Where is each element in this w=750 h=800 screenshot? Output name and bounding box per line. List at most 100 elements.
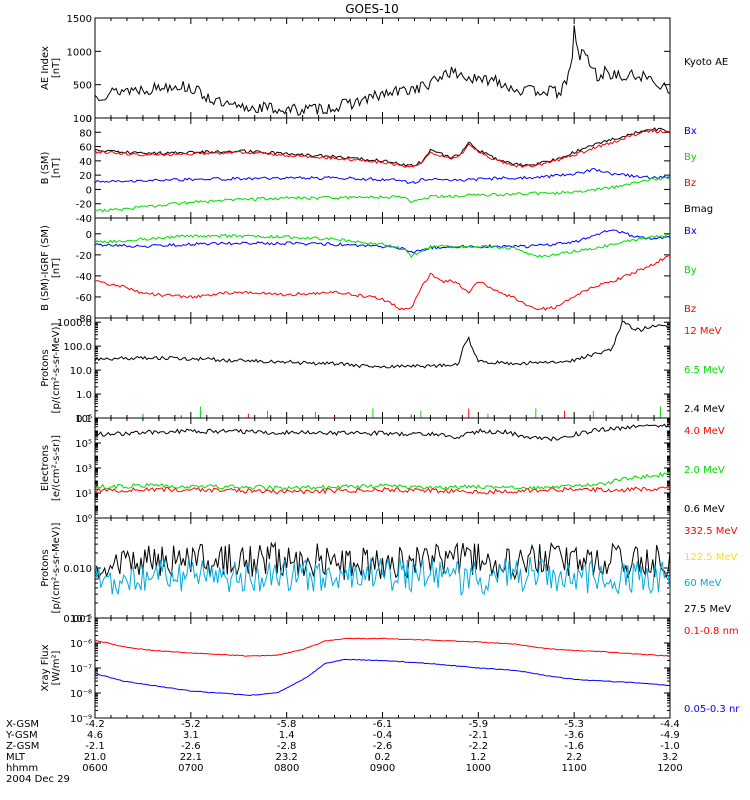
panel-frame	[94, 617, 671, 719]
table-cell: -2.2	[469, 741, 489, 752]
legend-entry: 12 MeV	[684, 326, 722, 337]
y-axis-label-line: B (SM)	[40, 151, 51, 184]
table-cell: 21.0	[84, 752, 106, 763]
y-tick-label: 10⁻⁵	[70, 614, 92, 625]
y-tick-label: 10.0	[70, 366, 92, 377]
y-tick-label: -80	[76, 314, 92, 325]
y-tick-label: -40	[76, 214, 92, 225]
panel-frame	[94, 17, 671, 119]
table-cell: 0700	[178, 763, 203, 774]
y-tick-label: 1000	[67, 47, 92, 58]
table-cell: -5.8	[277, 719, 297, 730]
y-tick-label: 0.001	[63, 614, 92, 625]
table-cell: -5.9	[469, 719, 489, 730]
panel-0: 0 500 1000 1500 AE Index[nT] Kyoto AE	[40, 14, 728, 125]
y-axis-label-line: AE Index	[40, 46, 51, 90]
series-line-bz	[95, 253, 670, 311]
legend-entry: Bz	[684, 304, 696, 315]
legend-entry: 6.5 MeV	[684, 365, 725, 376]
table-cell: 1.2	[470, 752, 486, 763]
y-tick-label: 100.0	[63, 342, 92, 353]
figure-title: GOES-10	[345, 2, 399, 16]
series-line-27-5-mev	[95, 541, 670, 581]
series-line-0-6-mev	[95, 423, 670, 442]
y-axis-label-line: Protons	[40, 549, 51, 586]
table-cell: -5.3	[564, 719, 584, 730]
y-tick-label: 500	[73, 81, 92, 92]
y-tick-label: 10³	[75, 464, 92, 475]
plot-area	[95, 320, 670, 418]
y-tick-label: 0.1	[76, 414, 92, 425]
y-axis-label: Protons[p/(cm²-s-sr-MeV)]	[40, 322, 62, 413]
y-tick-label: 10⁻⁶	[70, 639, 92, 650]
legend-entry: 0.6 MeV	[684, 504, 725, 515]
legend-entry: By	[684, 152, 697, 163]
table-cell: 2.2	[566, 752, 582, 763]
y-axis-label: Electrons[e/(cm²-s-sr)]	[40, 435, 62, 501]
y-axis-label-line: [p/(cm²-s-sr-MeV)]	[51, 322, 62, 413]
series-line-by	[95, 176, 670, 213]
legend-entry: Bx	[684, 226, 697, 237]
table-cell: 3.1	[183, 730, 199, 741]
table-cell: -2.6	[373, 741, 393, 752]
y-tick-label: 60	[79, 143, 92, 154]
table-cell: 1000	[466, 763, 491, 774]
series-line-bz	[95, 128, 670, 168]
y-tick-label: 10⁻⁹	[70, 714, 92, 725]
legend-entry: Kyoto AE	[684, 57, 728, 68]
y-axis-label-line: Electrons	[40, 445, 51, 491]
panel-6: 10⁻⁹ 10⁻⁸ 10⁻⁷ 10⁻⁶ 10⁻⁵ Xray Flux[W/m²] 0.1-0…	[40, 614, 740, 725]
table-cell: -2.8	[277, 741, 297, 752]
series-line-kyoto-ae	[95, 25, 670, 116]
y-tick-label: 0	[86, 185, 92, 196]
table-cell: -2.1	[469, 730, 489, 741]
table-cell: -2.1	[85, 741, 105, 752]
y-axis-label: Xray Flux[W/m²]	[40, 644, 62, 691]
y-tick-label: -60	[76, 293, 92, 304]
series-line-2-0-mev	[95, 471, 670, 491]
y-tick-label: 1500	[67, 14, 92, 25]
table-cell: 4.6	[87, 730, 103, 741]
series-line-60-mev	[95, 556, 670, 596]
table-cell: 0600	[82, 763, 107, 774]
y-tick-label: 80	[79, 128, 92, 139]
panel-2: -80 -60 -40 -20 0 B (SM)-IGRF (SM)[nT] Bx By Bz	[40, 217, 697, 325]
legend-entry: 2.4 MeV	[684, 404, 725, 415]
y-tick-label: 0	[86, 230, 92, 241]
y-tick-label: 40	[79, 157, 92, 168]
series-line-0-1-0-8-nm	[95, 637, 670, 657]
table-cell: 3.2	[662, 752, 678, 763]
y-axis-label-line: Xray Flux	[40, 644, 51, 691]
y-axis-label: AE Index[nT]	[40, 46, 62, 90]
y-tick-label: -40	[76, 272, 92, 283]
y-axis-label-line: [e/(cm²-s-sr)]	[51, 435, 62, 501]
y-tick-label: 10⁵	[75, 439, 92, 450]
table-cell: 0800	[274, 763, 299, 774]
table-cell: 1.4	[279, 730, 295, 741]
y-tick-label: 20	[79, 171, 92, 182]
plot-area	[95, 229, 670, 311]
y-tick-label: 10¹	[75, 489, 92, 500]
table-cell: -0.4	[373, 730, 393, 741]
y-tick-label: 1.0	[76, 390, 92, 401]
legend-entry: 0.1-0.8 nm	[684, 626, 739, 637]
y-tick-label: -20	[76, 251, 92, 262]
y-axis-label-line: [nT]	[51, 58, 62, 78]
date-label: 2004 Dec 29	[6, 774, 70, 785]
series-line-0-05-0-3-nr	[95, 658, 670, 697]
series-line-2-4-mev	[95, 320, 670, 369]
y-axis-label-line: [nT]	[51, 158, 62, 178]
series-line-bx	[95, 229, 670, 254]
y-axis-label: B (SM)[nT]	[40, 151, 62, 184]
y-axis-label-line: [W/m²]	[51, 650, 62, 685]
y-tick-label: 1000.0	[57, 318, 92, 329]
legend-entry: 4.0 MeV	[684, 426, 725, 437]
panel-frame	[94, 417, 671, 519]
table-cell: 1100	[561, 763, 586, 774]
table-row-label: Y-GSM	[5, 730, 38, 741]
legend-entry: 27.5 MeV	[684, 604, 731, 615]
table-cell: 0900	[370, 763, 395, 774]
y-axis-label-line: [nT]	[51, 258, 62, 278]
